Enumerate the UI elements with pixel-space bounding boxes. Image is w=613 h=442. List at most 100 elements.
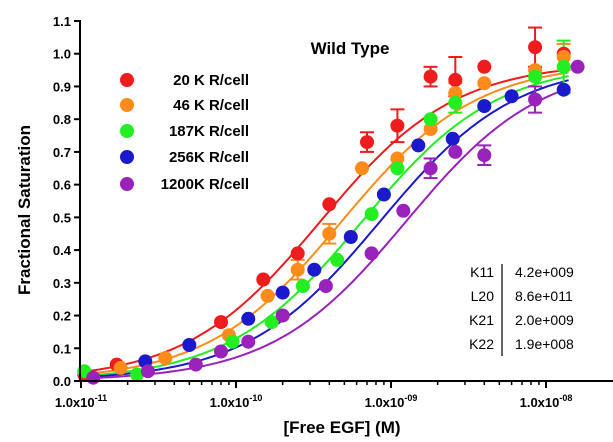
data-point-series-5 [318, 279, 333, 294]
data-points [77, 40, 585, 385]
y-tick-label: 0.7 [53, 145, 71, 160]
data-point-series-4 [182, 338, 197, 352]
data-point-series-5 [528, 92, 543, 107]
data-point-series-4 [275, 285, 290, 300]
data-point-series-1 [256, 272, 271, 287]
x-tick-label: 1.0x10-09 [365, 393, 418, 410]
legend-marker [120, 98, 134, 112]
legend: 20 K R/cell 46 K R/cell 187K R/cell 256K R/… [120, 72, 249, 193]
data-point-series-2 [556, 50, 571, 64]
parameter-table: K11 4.2e+009 L20 8.6e+011 K21 2.0e+009 K22 1.9e… [469, 264, 574, 356]
data-point-series-1 [528, 40, 543, 55]
parameter-value: 8.6e+011 [515, 288, 573, 304]
data-point-series-1 [290, 246, 305, 261]
parameter-row: K22 1.9e+008 [469, 336, 574, 352]
legend-label: 256K R/cell [169, 149, 249, 166]
legend-item-5: 1200K R/cell [120, 176, 249, 193]
data-point-series-1 [322, 197, 337, 212]
data-point-series-3 [528, 69, 543, 84]
y-tick-label: 0.8 [53, 112, 71, 127]
parameter-row: L20 8.6e+011 [471, 288, 573, 304]
fit-curve-1 [80, 68, 569, 374]
legend-label: 187K R/cell [169, 123, 249, 140]
data-point-series-2 [477, 76, 492, 91]
chart-title: Wild Type [311, 39, 390, 58]
parameter-name: K11 [470, 264, 494, 280]
legend-item-3: 187K R/cell [120, 123, 249, 140]
data-point-series-5 [241, 334, 256, 349]
data-point-series-2 [158, 351, 173, 366]
data-point-series-4 [556, 82, 571, 97]
x-axis-label: [Free EGF] (M) [283, 418, 400, 437]
fit-curve-3 [80, 75, 569, 378]
data-point-series-3 [330, 252, 345, 267]
data-point-series-5 [364, 246, 379, 261]
parameter-value: 4.2e+009 [515, 264, 574, 280]
legend-label: 20 K R/cell [173, 72, 249, 89]
data-point-series-2 [355, 161, 369, 176]
x-tick-label: 1.0x10-11 [55, 393, 107, 410]
data-point-series-2 [322, 226, 337, 241]
data-point-series-4 [504, 89, 519, 104]
data-point-series-3 [264, 315, 279, 330]
data-point-series-2 [260, 288, 275, 303]
data-point-series-5 [140, 364, 155, 379]
data-point-series-1 [477, 59, 492, 74]
y-tick-label: 1.1 [53, 14, 71, 29]
legend-item-2: 46 K R/cell [120, 97, 249, 114]
parameter-value: 2.0e+009 [515, 312, 574, 328]
legend-label: 46 K R/cell [173, 97, 249, 114]
data-point-series-3 [390, 161, 405, 176]
data-point-series-5 [570, 59, 585, 74]
data-point-series-1 [360, 135, 374, 150]
data-point-series-2 [448, 86, 463, 100]
parameter-value: 1.9e+008 [515, 336, 574, 352]
legend-item-4: 256K R/cell [120, 149, 249, 166]
parameter-name: L20 [471, 288, 495, 304]
y-tick-label: 0.9 [53, 79, 71, 94]
y-tick-label: 0.0 [53, 374, 71, 389]
data-point-series-2 [113, 360, 128, 375]
x-tick-label: 1.0x10-10 [210, 393, 263, 410]
data-point-series-3 [448, 95, 463, 110]
data-point-series-2 [423, 122, 438, 136]
data-point-series-5 [188, 357, 203, 372]
data-point-series-1 [423, 69, 438, 84]
y-tick-label: 0.4 [53, 243, 72, 258]
parameter-name: K21 [469, 312, 494, 328]
y-tick-label: 0.5 [53, 210, 71, 225]
data-point-series-3 [556, 59, 571, 74]
data-point-series-5 [275, 308, 290, 323]
data-point-series-3 [364, 207, 379, 222]
legend-marker [120, 150, 134, 164]
fit-curve-5 [80, 87, 569, 380]
data-point-series-5 [86, 370, 101, 385]
axes: 0.0 0.1 0.2 0.3 0.4 0.5 0.6 0.7 0.8 0.9 1.0 1.1 1.0x… [53, 14, 613, 410]
x-tick-label: 1.0x10-08 [520, 393, 573, 410]
data-point-series-4 [411, 138, 426, 153]
data-point-series-4 [376, 187, 391, 202]
legend-label: 1200K R/cell [161, 176, 249, 193]
y-tick-label: 0.6 [53, 178, 71, 193]
parameter-row: K21 2.0e+009 [469, 312, 574, 328]
data-point-series-5 [214, 344, 228, 359]
legend-marker [120, 73, 134, 87]
data-point-series-5 [423, 161, 438, 176]
data-point-series-5 [448, 144, 463, 159]
y-tick-label: 1.0 [53, 47, 71, 62]
data-point-series-4 [307, 262, 322, 277]
error-bars [290, 26, 571, 281]
data-point-series-1 [390, 118, 405, 133]
legend-marker [120, 177, 134, 191]
data-point-series-4 [477, 99, 492, 114]
data-point-series-3 [295, 279, 310, 294]
data-point-series-3 [225, 334, 240, 349]
parameter-name: K22 [469, 336, 494, 352]
data-point-series-1 [448, 72, 463, 87]
data-point-series-5 [477, 148, 492, 163]
data-point-series-2 [290, 262, 305, 277]
data-point-series-3 [423, 112, 438, 127]
y-axis-label: Fractional Saturation [15, 125, 34, 295]
data-point-series-4 [343, 230, 358, 244]
